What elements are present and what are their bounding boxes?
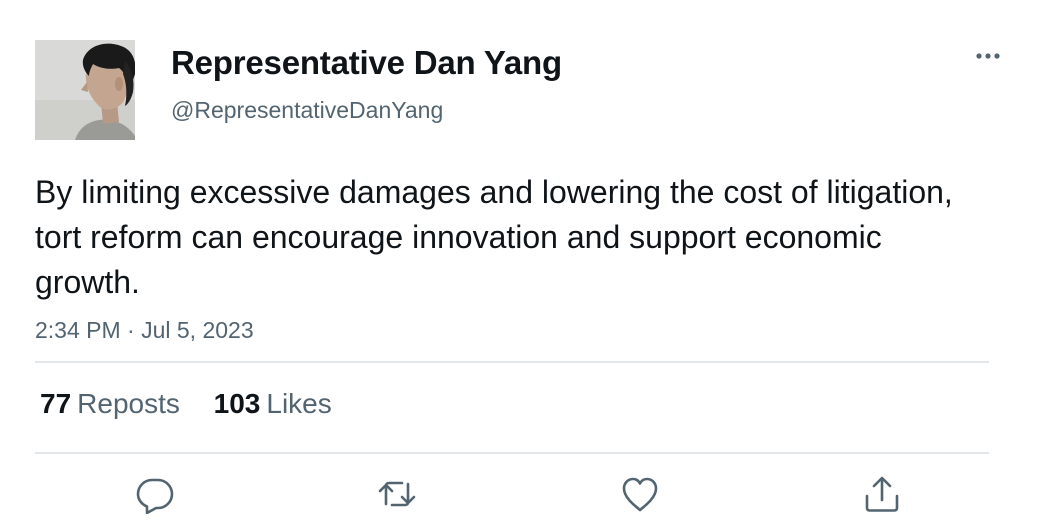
repost-button[interactable] xyxy=(377,474,417,514)
repost-icon xyxy=(378,481,416,507)
likes-label: Likes xyxy=(266,388,332,419)
heart-icon xyxy=(622,477,658,512)
tweet-timestamp[interactable]: 2:34 PM · Jul 5, 2023 xyxy=(35,317,254,343)
share-icon xyxy=(865,476,899,512)
more-options-button[interactable] xyxy=(968,42,1008,70)
divider xyxy=(35,361,989,363)
user-handle[interactable]: @RepresentativeDanYang xyxy=(171,97,444,123)
avatar[interactable] xyxy=(35,40,135,140)
likes-stat[interactable]: 103 Likes xyxy=(214,386,332,422)
reposts-label: Reposts xyxy=(77,388,180,419)
reply-button[interactable] xyxy=(135,474,175,514)
engagement-stats: 77 Reposts 103 Likes xyxy=(40,386,358,422)
reply-icon xyxy=(136,478,174,514)
like-button[interactable] xyxy=(620,474,660,514)
more-icon xyxy=(976,53,1000,59)
reposts-stat[interactable]: 77 Reposts xyxy=(40,386,180,422)
profile-photo-icon xyxy=(35,40,135,140)
display-name[interactable]: Representative Dan Yang xyxy=(171,44,562,81)
likes-count: 103 xyxy=(213,388,261,419)
divider xyxy=(35,452,989,454)
reposts-count: 77 xyxy=(40,388,72,419)
tweet-text: By limiting excessive damages and loweri… xyxy=(35,174,953,300)
share-button[interactable] xyxy=(862,474,902,514)
